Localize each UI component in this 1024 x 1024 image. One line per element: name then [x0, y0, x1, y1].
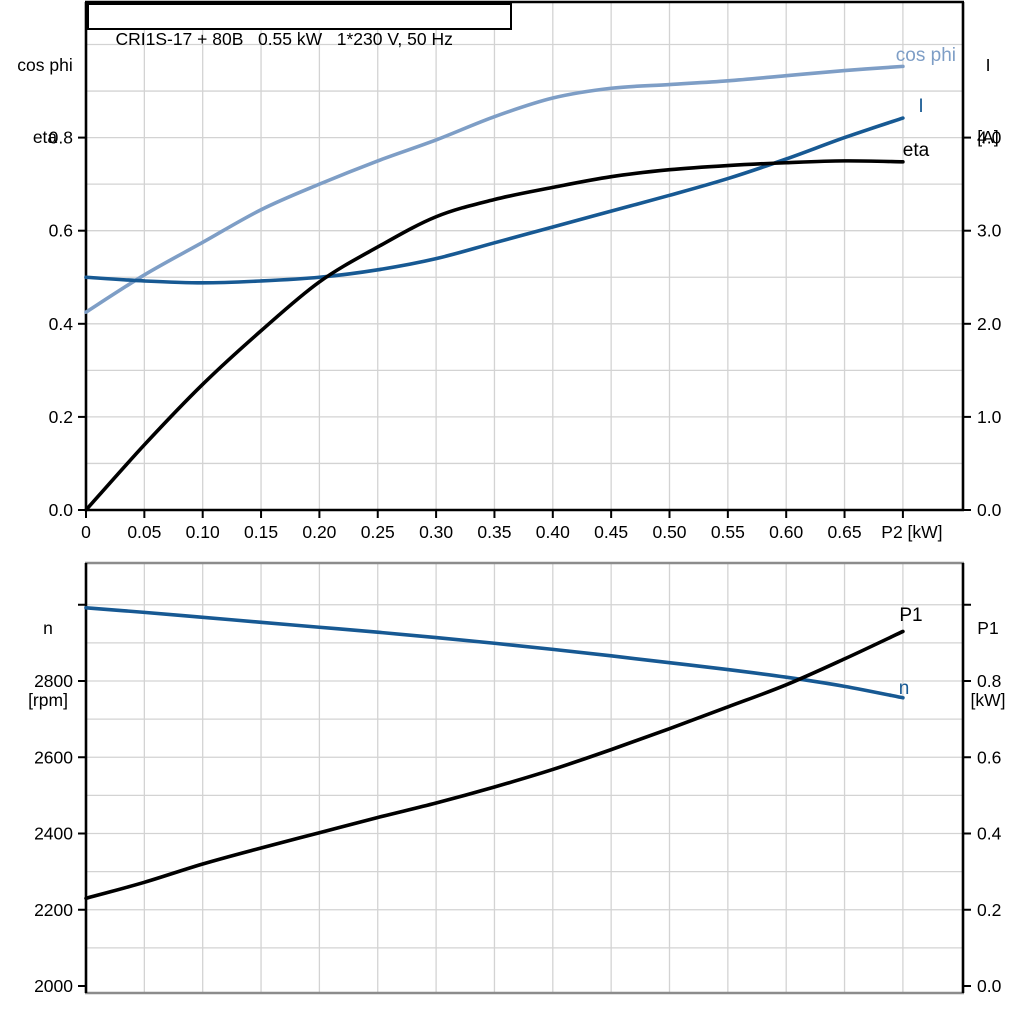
lower-chart: 2000 2200 2400 2600 2800 0.0 0.2 0.4 0.6 0.8 n P1 — [34, 561, 1002, 996]
upper-chart-x-tick-label: 0.25 — [361, 522, 395, 542]
upper-chart-left-tick-label: 0.0 — [49, 500, 74, 520]
chart-title-box: CRI1S-17 + 80B 0.55 kW 1*230 V, 50 Hz — [87, 3, 512, 49]
upper-chart-x-axis-ticks: 0 0.05 0.10 0.15 0.20 0.25 0.30 0.35 0.40 0.45 0.5… — [81, 510, 943, 542]
lower-chart-right-axis-ticks: 0.0 0.2 0.4 0.6 0.8 — [963, 603, 1002, 996]
upper-chart-x-tick-label: 0.45 — [594, 522, 628, 542]
upper-right-axis-header: I [A] — [953, 5, 1023, 197]
upper-chart-right-tick-label: 3.0 — [977, 221, 1002, 241]
upper-chart-x-tick-label: 0.05 — [127, 522, 161, 542]
upper-chart: 0.00.20.40.60.80.01.02.03.04.00 0.05 0.10 0… — [49, 0, 1002, 542]
lower-left-axis-header: n [rpm] — [10, 568, 86, 760]
upper-chart-x-tick-label: 0.30 — [419, 522, 453, 542]
upper-chart-right-tick-label: 0.0 — [977, 500, 1002, 520]
axis-header-eta: eta — [32, 127, 58, 147]
upper-chart-x-tick-label: 0.20 — [302, 522, 336, 542]
cos-phi-curve — [84, 64, 905, 314]
axis-header-cos-phi: cos phi — [17, 55, 73, 75]
upper-chart-gridlines — [86, 2, 963, 510]
current-curve-label: I — [918, 96, 923, 117]
lower-chart-gridlines — [86, 563, 963, 993]
eta-curve-label: eta — [903, 140, 930, 161]
upper-chart-x-tick-label: 0.50 — [652, 522, 686, 542]
upper-chart-x-tick-label: 0.65 — [828, 522, 862, 542]
lower-chart-right-tick-label: 0.4 — [977, 824, 1002, 844]
upper-chart-right-tick-label: 4.0 — [977, 128, 1002, 148]
p1-power-curve-label: P1 — [899, 605, 922, 626]
n-speed-curve — [84, 606, 905, 700]
chart-title: CRI1S-17 + 80B 0.55 kW 1*230 V, 50 Hz — [115, 29, 453, 49]
p1-power-curve — [84, 629, 905, 901]
upper-chart-left-tick-label: 0.4 — [49, 314, 74, 334]
axis-header-current: I — [985, 55, 991, 75]
lower-chart-left-tick-label: 2200 — [34, 900, 73, 920]
axis-header-current-unit: [A] — [977, 127, 999, 147]
upper-chart-left-tick-label: 0.2 — [49, 407, 73, 427]
lower-chart-right-tick-label: 0.0 — [977, 976, 1002, 996]
lower-chart-left-axis-ticks: 2000 2200 2400 2600 2800 — [34, 603, 86, 996]
lower-chart-left-tick-label: 2000 — [34, 976, 73, 996]
lower-chart-left-tick-label: 2400 — [34, 824, 73, 844]
axis-header-p1: P1 — [977, 618, 999, 638]
upper-chart-x-tick-label: 0 — [81, 522, 91, 542]
n-speed-curve-label: n — [899, 678, 910, 699]
eta-curve — [84, 159, 905, 512]
lower-chart-left-tick-label: 2600 — [34, 747, 73, 767]
upper-chart-x-tick-label: 0.15 — [244, 522, 278, 542]
upper-chart-x-tick-label: 0.35 — [477, 522, 511, 542]
upper-chart-right-tick-label: 1.0 — [977, 407, 1002, 427]
lower-right-axis-header: P1 [kW] — [953, 568, 1023, 760]
axis-header-speed-unit: [rpm] — [28, 690, 68, 710]
lower-chart-right-tick-label: 0.8 — [977, 671, 1001, 691]
lower-chart-right-tick-label: 0.6 — [977, 747, 1001, 767]
axis-header-p1-unit: [kW] — [970, 690, 1006, 710]
upper-chart-left-axis-ticks: 0.0 0.2 0.4 0.6 0.8 — [49, 128, 86, 520]
lower-chart-borders — [84, 561, 965, 995]
upper-chart-right-tick-label: 2.0 — [977, 314, 1002, 334]
upper-chart-x-tick-label: 0.60 — [769, 522, 803, 542]
upper-chart-x-tick-label: 0.40 — [536, 522, 570, 542]
cos-phi-curve-label: cos phi — [896, 45, 956, 66]
upper-chart-x-tick-label: 0.55 — [711, 522, 745, 542]
upper-chart-left-tick-label: 0.6 — [49, 221, 73, 241]
upper-chart-x-tick-label: 0.10 — [186, 522, 220, 542]
lower-chart-left-tick-label: 2800 — [34, 671, 73, 691]
lower-chart-right-tick-label: 0.2 — [977, 900, 1001, 920]
upper-chart-right-axis-ticks: 0.0 1.0 2.0 3.0 4.0 — [963, 128, 1002, 520]
upper-chart-left-tick-label: 0.8 — [49, 128, 73, 148]
upper-chart-borders — [84, 0, 965, 512]
upper-chart-x-tick-label: P2 [kW] — [881, 522, 942, 542]
upper-left-axis-header: cos phi eta — [6, 5, 84, 197]
axis-header-speed: n — [43, 618, 53, 638]
